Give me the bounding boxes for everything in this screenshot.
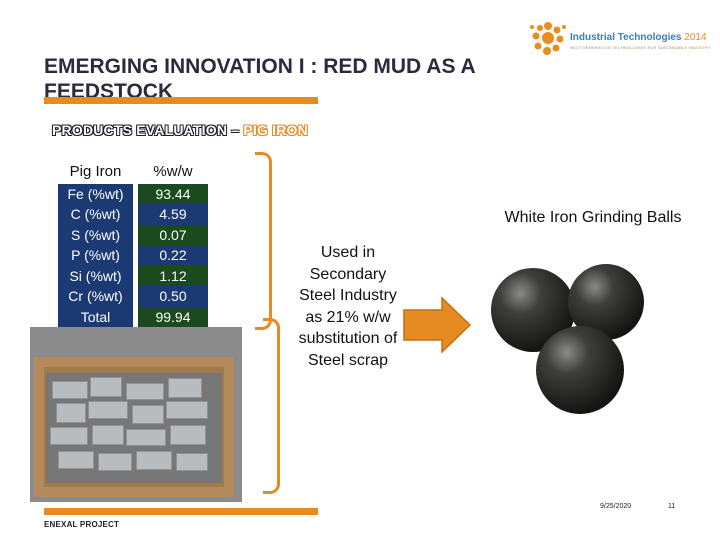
footer-bar: [44, 508, 318, 515]
subtitle-prefix: PRODUCTS EVALUATION –: [52, 122, 244, 138]
table-cell-value: 99.94: [138, 306, 208, 327]
table-cell-element: S (%wt): [58, 224, 133, 245]
subtitle-highlight: PIG IRON: [243, 122, 308, 138]
composition-table: Pig Iron %w/w Fe (%wt) 93.44 C (%wt) 4.5…: [58, 162, 208, 327]
table-row: P (%wt) 0.22: [58, 245, 208, 266]
crate-plank: [34, 357, 44, 497]
pig-iron-crate-photo: [30, 327, 242, 502]
table-cell-element: Si (%wt): [58, 265, 133, 286]
table-header-cell: %w/w: [138, 162, 208, 183]
table-header-cell: Pig Iron: [58, 162, 133, 183]
section-subtitle: PRODUCTS EVALUATION – PIG IRON: [52, 122, 308, 138]
industrial-technologies-logo: Industrial Technologies 2014 NEXT GENERA…: [528, 14, 711, 56]
crate-contents: [46, 373, 222, 483]
table-row: Cr (%wt) 0.50: [58, 286, 208, 307]
table-cell-value: 4.59: [138, 204, 208, 225]
table-cell-element: C (%wt): [58, 204, 133, 225]
table-cell-value: 1.12: [138, 265, 208, 286]
table-cell-value: 0.07: [138, 224, 208, 245]
table-cell-value: 93.44: [138, 183, 208, 204]
logo-year: 2014: [684, 32, 707, 43]
page-number: 11: [668, 503, 676, 510]
sunflower-logo-icon: [530, 22, 566, 55]
logo-tagline: NEXT GENERATION TECHNOLOGIES FOR SUSTAIN…: [570, 45, 711, 50]
right-arrow-icon: [403, 296, 472, 354]
grinding-balls-image: [491, 264, 644, 414]
usage-text: Used in Secondary Steel Industry as 21% …: [298, 244, 398, 369]
table-cell-element: Cr (%wt): [58, 286, 133, 307]
table-cell-element: P (%wt): [58, 245, 133, 266]
table-row: S (%wt) 0.07: [58, 224, 208, 245]
logo-brand: Industrial Technologies 2014: [570, 32, 707, 43]
table-row: Si (%wt) 1.12: [58, 265, 208, 286]
crate-plank: [34, 487, 234, 497]
footer-date: 9/25/2020: [600, 503, 632, 510]
balls-label: White Iron Grinding Balls: [504, 209, 682, 226]
table-cell-value: 0.50: [138, 286, 208, 307]
title-underline: [44, 97, 318, 104]
table-cell-element: Total: [58, 306, 133, 327]
table-row: Total 99.94: [58, 306, 208, 327]
table-row: C (%wt) 4.59: [58, 204, 208, 225]
page-title: EMERGING INNOVATION I : RED MUD AS A FEE…: [44, 55, 475, 98]
crate-plank: [34, 357, 234, 367]
table-cell-value: 0.22: [138, 245, 208, 266]
crate-plank: [224, 357, 234, 497]
bracket-upper: [255, 152, 272, 330]
footer-project: ENEXAL PROJECT: [44, 520, 120, 529]
table-cell-element: Fe (%wt): [58, 183, 133, 204]
bracket-lower: [263, 318, 280, 494]
table-header-row: Pig Iron %w/w: [58, 162, 208, 183]
table-row: Fe (%wt) 93.44: [58, 183, 208, 204]
